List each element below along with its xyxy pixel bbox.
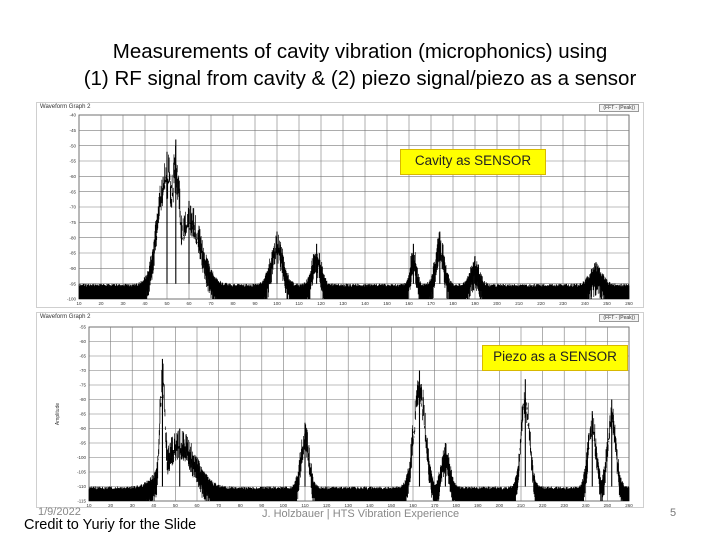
x-tick-label: 70 — [208, 301, 214, 306]
x-tick-label: 150 — [388, 503, 396, 507]
x-tick-label: 230 — [559, 301, 567, 306]
y-tick-label: -70 — [69, 205, 76, 210]
y-tick-label: -95 — [79, 441, 86, 446]
y-tick-label: -75 — [79, 383, 86, 388]
slide-credit: Credit to Yuriy for the Slide — [24, 517, 197, 533]
y-tick-label: -55 — [79, 325, 86, 330]
slide-footer-author: J. Holzbauer | HTS Vibration Experience — [262, 508, 460, 520]
x-tick-label: 210 — [517, 503, 525, 507]
y-tick-label: -85 — [79, 412, 86, 417]
y-tick-label: -80 — [79, 397, 86, 402]
x-tick-label: 200 — [496, 503, 504, 507]
y-tick-label: -115 — [77, 499, 86, 504]
x-tick-label: 120 — [323, 503, 331, 507]
x-tick-label: 230 — [560, 503, 568, 507]
piezo-chart-panel: Waveform Graph 2 (FFT - (Peak)) 10 20 30 40… — [36, 312, 644, 508]
x-tick-label: 30 — [120, 301, 126, 306]
y-tick-label: -105 — [77, 470, 87, 475]
slide-title: Measurements of cavity vibration (microp… — [0, 38, 720, 92]
x-tick-label: 40 — [151, 503, 157, 507]
x-tick-label: 20 — [108, 503, 114, 507]
y-tick-label: -55 — [69, 159, 76, 164]
x-tick-label: 90 — [259, 503, 265, 507]
x-tick-label: 250 — [604, 503, 612, 507]
x-tick-label: 110 — [301, 503, 309, 507]
piezo-sensor-callout: Piezo as a SENSOR — [482, 345, 628, 371]
x-tick-label: 250 — [603, 301, 611, 306]
x-tick-label: 220 — [537, 301, 545, 306]
y-tick-label: -100 — [67, 297, 77, 302]
panel-title: Waveform Graph 2 — [40, 104, 91, 110]
y-axis-label: Amplitude — [55, 403, 61, 425]
x-tick-label: 80 — [230, 301, 236, 306]
x-tick-label: 150 — [383, 301, 391, 306]
x-tick-label: 170 — [431, 503, 439, 507]
x-tick-label: 60 — [194, 503, 200, 507]
x-tick-label: 130 — [339, 301, 347, 306]
x-tick-label: 130 — [344, 503, 352, 507]
y-tick-label: -85 — [69, 251, 76, 256]
x-tick-label: 240 — [582, 503, 590, 507]
x-tick-label: 140 — [361, 301, 369, 306]
y-tick-label: -70 — [79, 368, 86, 373]
x-tick-label: 180 — [452, 503, 460, 507]
x-tick-label: 210 — [515, 301, 523, 306]
panel-title: Waveform Graph 2 — [40, 314, 91, 320]
x-tick-label: 160 — [409, 503, 417, 507]
slide-title-line1: Measurements of cavity vibration (microp… — [112, 40, 608, 63]
x-tick-label: 20 — [98, 301, 104, 306]
x-tick-label: 110 — [295, 301, 303, 306]
x-tick-label: 260 — [625, 301, 633, 306]
y-tick-label: -45 — [69, 128, 76, 133]
cavity-sensor-callout: Cavity as SENSOR — [400, 149, 546, 175]
piezo-spectrum-chart: 10 20 30 40 50 60 70 80 90 100 110 120 130 140 150 160 1… — [55, 325, 633, 507]
x-tick-label: 140 — [366, 503, 374, 507]
x-tick-label: 40 — [142, 301, 148, 306]
x-tick-label: 10 — [86, 503, 92, 507]
y-tick-label: -65 — [69, 189, 76, 194]
x-tick-label: 200 — [493, 301, 501, 306]
y-tick-label: -100 — [77, 455, 87, 460]
x-tick-label: 220 — [539, 503, 547, 507]
y-tick-label: -75 — [69, 220, 76, 225]
cavity-chart-panel: Waveform Graph 2 (FFT - (Peak)) 10 20 30 40… — [36, 102, 644, 308]
slide-page-number: 5 — [670, 507, 677, 519]
y-tick-label: -110 — [77, 484, 86, 489]
x-tick-label: 100 — [280, 503, 288, 507]
cavity-spectrum-chart: 10 20 30 40 50 60 70 80 90 100 110 120 130 140 150 160 1… — [67, 113, 633, 306]
x-tick-label: 60 — [186, 301, 192, 306]
x-tick-label: 50 — [164, 301, 170, 306]
y-tick-label: -80 — [69, 235, 76, 240]
x-tick-label: 120 — [317, 301, 325, 306]
y-tick-label: -90 — [79, 426, 86, 431]
x-tick-label: 190 — [474, 503, 482, 507]
spectrum-trace — [88, 363, 630, 501]
x-tick-label: 240 — [581, 301, 589, 306]
x-tick-label: 30 — [130, 503, 136, 507]
y-tick-label: -60 — [69, 174, 76, 179]
x-tick-label: 260 — [625, 503, 633, 507]
x-tick-label: 100 — [273, 301, 281, 306]
x-tick-label: 190 — [471, 301, 479, 306]
x-tick-label: 10 — [76, 301, 82, 306]
x-tick-label: 170 — [427, 301, 435, 306]
x-tick-label: 90 — [252, 301, 258, 306]
x-tick-label: 160 — [405, 301, 413, 306]
y-tick-label: -50 — [69, 143, 76, 148]
chart-legend: (FFT - (Peak)) — [599, 104, 639, 112]
x-tick-label: 180 — [449, 301, 457, 306]
slide-date: 1/9/2022 — [38, 506, 81, 518]
x-tick-label: 50 — [173, 503, 179, 507]
y-tick-label: -95 — [69, 281, 76, 286]
x-tick-label: 70 — [216, 503, 222, 507]
spectrum-trace — [78, 145, 630, 299]
x-tick-label: 80 — [238, 503, 244, 507]
y-tick-label: -65 — [79, 354, 86, 359]
chart-legend: (FFT - (Peak)) — [599, 314, 639, 322]
y-tick-label: -60 — [79, 339, 86, 344]
slide-title-line2: (1) RF signal from cavity & (2) piezo si… — [83, 67, 637, 90]
y-tick-label: -40 — [69, 113, 76, 118]
y-tick-label: -90 — [69, 266, 76, 271]
